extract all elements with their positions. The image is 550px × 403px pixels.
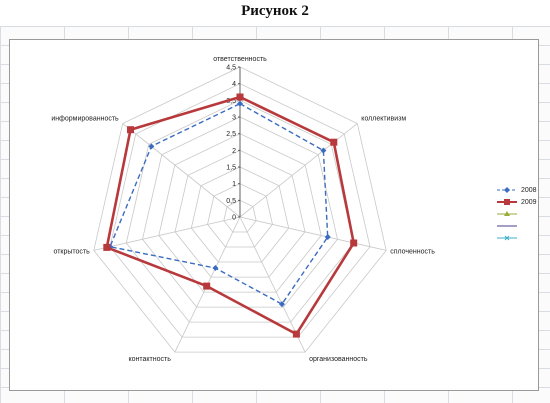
legend-label: 2009	[521, 198, 537, 206]
legend-label: 2008	[521, 186, 537, 194]
data-point-2008-2	[324, 234, 331, 241]
data-point-2009-5	[103, 243, 111, 251]
axis-label-0: ответственность	[213, 56, 267, 63]
axis-label-5: открытость	[53, 248, 90, 255]
axis-label-2: сплоченность	[390, 248, 435, 255]
tick-label: 3,5	[226, 98, 236, 105]
radar-spoke-1	[239, 123, 358, 218]
tick-label: 2,5	[226, 131, 236, 138]
tick-label: 4	[232, 81, 236, 88]
legend-swatch-icon	[497, 199, 517, 205]
radar-spoke-2	[239, 216, 387, 251]
data-point-2009-0	[236, 93, 244, 101]
legend-swatch-icon	[497, 187, 517, 193]
legend-item-0[interactable]: 2008	[496, 184, 546, 196]
legend-item-2[interactable]	[496, 208, 546, 220]
series-line-2009	[105, 95, 356, 336]
data-point-2009-2	[350, 239, 358, 247]
legend-swatch-icon	[497, 225, 517, 227]
legend-item-3[interactable]	[496, 220, 546, 232]
chart-legend[interactable]: 2008 2009	[496, 184, 546, 244]
radar-tick-labels: 0 0,5 1 1,5 2 2,5 3 3,5 4 4,5	[226, 65, 240, 222]
legend-marker	[504, 199, 510, 205]
radar-spoke-3	[239, 216, 306, 353]
legend-marker	[504, 187, 510, 193]
radar-grid-ring-5	[158, 133, 322, 293]
tick-label: 2	[232, 148, 236, 155]
radar-grid-ring-6	[142, 116, 338, 308]
chart-area[interactable]	[9, 39, 539, 391]
data-point-2008-3	[278, 301, 285, 308]
legend-swatch-icon	[497, 211, 517, 216]
radar-series	[103, 93, 358, 338]
tick-label: 4,5	[226, 65, 236, 72]
tick-label: 0,5	[226, 198, 236, 205]
tick-label: 1	[232, 181, 236, 188]
data-point-2009-3	[292, 330, 300, 338]
axis-label-4: контактность	[129, 356, 172, 363]
data-point-2009-6	[127, 126, 134, 134]
data-point-2009-4	[203, 282, 211, 290]
radar-grid-ring-8	[109, 83, 371, 338]
data-point-2009-1	[330, 138, 338, 146]
radar-grid-ring-4	[174, 149, 306, 278]
legend-marker	[504, 235, 510, 241]
axis-label-3: организованность	[309, 356, 368, 363]
figure-title: Рисунок 2	[241, 3, 309, 19]
radar-grid-ring-9	[93, 66, 387, 353]
radar-grid-ring-3	[190, 166, 290, 263]
radar-grid-ring-1	[223, 199, 257, 233]
radar-spoke-5	[93, 216, 241, 251]
axis-label-1: коллективизм	[361, 116, 406, 123]
data-point-2008-4	[212, 265, 219, 272]
tick-label: 1,5	[226, 165, 236, 172]
series-line-2008	[109, 102, 329, 305]
legend-swatch-icon	[497, 235, 517, 241]
radar-spoke-6	[122, 123, 241, 218]
radar-grid	[93, 66, 387, 353]
data-point-2008-1	[320, 147, 327, 154]
tick-label: 0	[232, 215, 236, 222]
legend-marker	[504, 211, 510, 216]
radar-grid-ring-2	[207, 183, 273, 248]
tick-label: 3	[232, 115, 236, 122]
data-point-2008-0	[237, 100, 243, 107]
axis-label-6: информированность	[51, 116, 119, 123]
legend-item-1[interactable]: 2009	[496, 196, 546, 208]
legend-item-4[interactable]	[496, 232, 546, 244]
radar-axis-labels: ответственность коллективизм сплоченность о…	[51, 56, 435, 363]
data-point-2008-6	[148, 143, 155, 150]
